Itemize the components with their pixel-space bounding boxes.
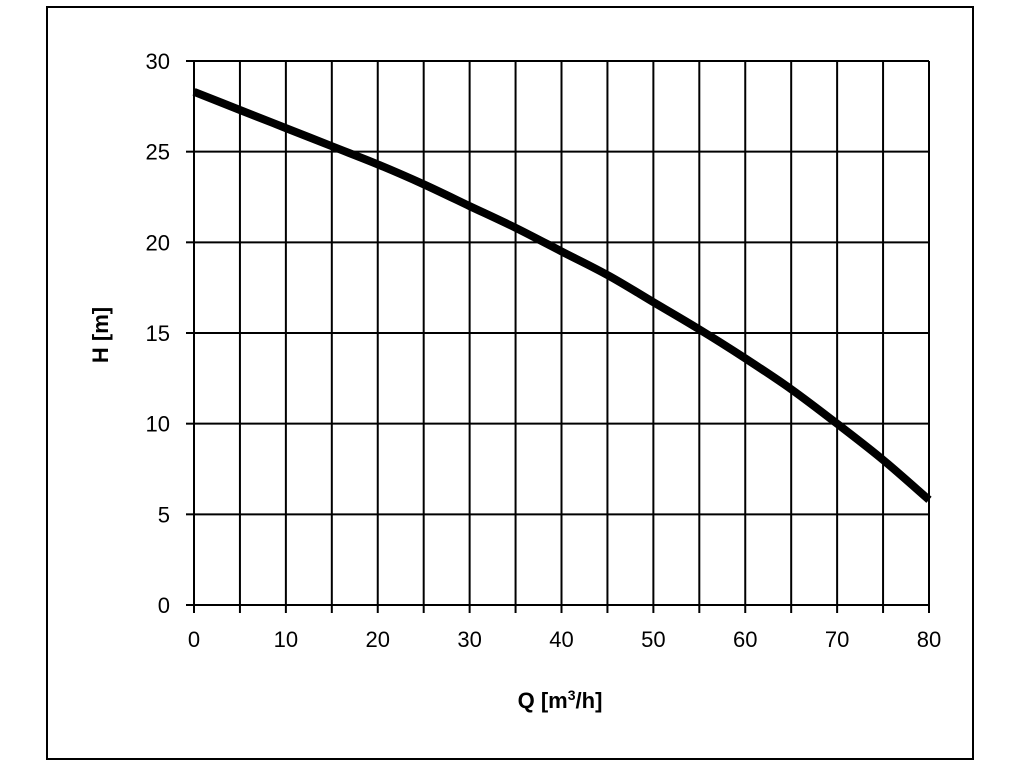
- y-tick-label: 0: [158, 593, 170, 618]
- x-tick-label: 30: [457, 627, 481, 652]
- x-tick-label: 60: [733, 627, 757, 652]
- x-tick-label: 80: [917, 627, 941, 652]
- y-tick-labels: 0 5 10 15 20 25 30: [146, 49, 170, 618]
- chart-frame: [46, 6, 974, 760]
- y-tick-label: 10: [146, 412, 170, 437]
- x-tick-labels: 0 10 20 30 40 50 60 70 80: [188, 627, 941, 652]
- plot-axes: [186, 60, 930, 613]
- x-axis-title-main: Q [m: [518, 688, 568, 713]
- y-tick-label: 5: [158, 502, 170, 527]
- y-tick-label: 30: [146, 49, 170, 74]
- y-tick-label: 25: [146, 140, 170, 165]
- series-layer: [192, 88, 932, 503]
- x-axis-title: Q [m3/h]: [518, 687, 603, 713]
- x-tick-label: 10: [274, 627, 298, 652]
- x-tick-label: 70: [825, 627, 849, 652]
- x-tick-label: 0: [188, 627, 200, 652]
- x-axis-title-suffix: /h]: [576, 688, 603, 713]
- x-tick-label: 20: [366, 627, 390, 652]
- y-axis-title: H [m]: [88, 307, 113, 363]
- series-line: [192, 88, 932, 503]
- grid-lines: [193, 60, 930, 606]
- y-tick-label: 20: [146, 230, 170, 255]
- y-tick-label: 15: [146, 321, 170, 346]
- x-axis-title-superscript: 3: [568, 687, 576, 703]
- x-tick-label: 40: [549, 627, 573, 652]
- x-tick-label: 50: [641, 627, 665, 652]
